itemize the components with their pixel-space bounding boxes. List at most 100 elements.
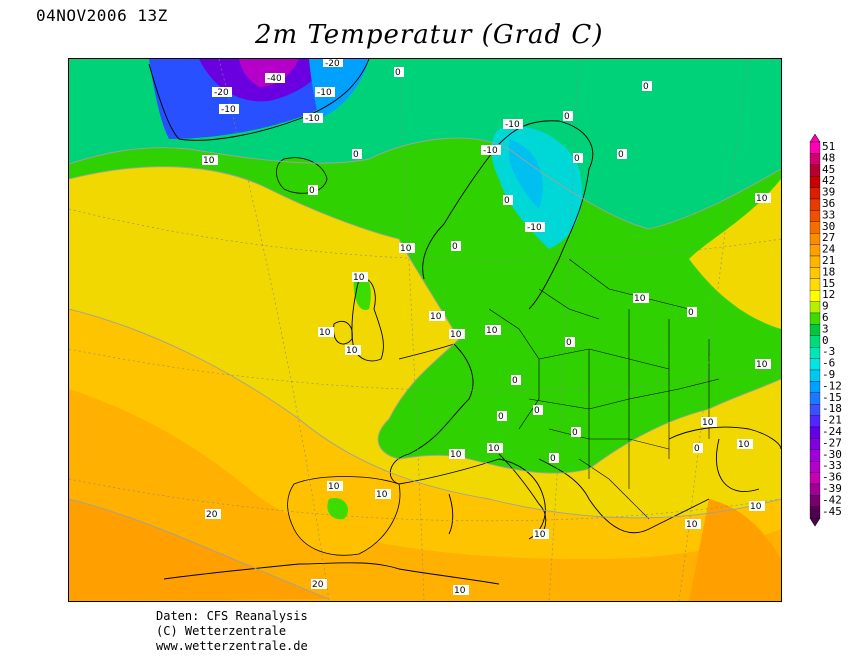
legend-tick-label: 0: [822, 334, 829, 347]
contour-label: -10: [219, 104, 239, 115]
contour-label: 10: [685, 519, 701, 530]
legend-swatch: [809, 324, 821, 336]
svg-text:10: 10: [756, 360, 768, 370]
svg-text:10: 10: [328, 482, 340, 492]
svg-text:0: 0: [643, 82, 649, 92]
contour-label: 0: [571, 427, 581, 438]
svg-text:0: 0: [353, 150, 359, 160]
svg-text:0: 0: [688, 308, 694, 318]
contour-label: 0: [573, 153, 583, 164]
svg-text:0: 0: [504, 196, 510, 206]
legend-swatch: [809, 495, 821, 507]
svg-text:0: 0: [574, 154, 580, 164]
legend-tick-label: 39: [822, 186, 835, 199]
svg-text:-10: -10: [483, 146, 498, 156]
svg-text:-10: -10: [527, 223, 542, 233]
contour-label: 10: [429, 311, 445, 322]
svg-text:10: 10: [376, 490, 388, 500]
coastlines: [148, 59, 781, 585]
legend-swatch: [809, 164, 821, 177]
svg-text:10: 10: [450, 450, 462, 460]
svg-text:10: 10: [750, 502, 762, 512]
contour-label: 10: [633, 293, 649, 304]
legend-tick-label: 51: [822, 140, 835, 153]
contour-label: 0: [617, 149, 627, 160]
svg-text:10: 10: [430, 312, 442, 322]
contour-label: 0: [352, 149, 362, 160]
legend-tick-label: 15: [822, 277, 835, 290]
contour-label: 20: [205, 509, 221, 520]
contour-label: 10: [327, 481, 343, 492]
svg-text:10: 10: [450, 330, 462, 340]
contour-label: 10: [453, 585, 469, 596]
contour-label: 0: [565, 337, 575, 348]
svg-text:20: 20: [206, 510, 218, 520]
legend-tick-label: -30: [822, 448, 842, 461]
contour-label: 0: [451, 241, 461, 252]
orange-field-deep: [69, 389, 781, 601]
legend-swatch: [809, 312, 821, 325]
legend-swatch: [809, 506, 821, 519]
contour-label: -20: [323, 59, 343, 69]
svg-text:10: 10: [634, 294, 646, 304]
contour-label: 0: [503, 195, 513, 206]
contour-label: 0: [549, 453, 559, 464]
svg-text:10: 10: [488, 444, 500, 454]
legend-swatch: [809, 210, 821, 222]
legend-tick-label: -6: [822, 357, 835, 370]
contour-label: -10: [525, 222, 545, 233]
legend-tick-label: -15: [822, 391, 842, 404]
contour-label: -10: [503, 119, 523, 130]
svg-text:0: 0: [694, 444, 700, 454]
contour-label: 10: [202, 155, 218, 166]
legend-swatch: [809, 198, 821, 211]
legend-tick-label: 6: [822, 311, 829, 324]
legend-arrow-bottom: [809, 517, 821, 527]
legend-tick-label: -12: [822, 379, 842, 392]
legend-swatch: [809, 415, 821, 428]
legend-swatch: [809, 244, 821, 257]
contour-label: 10: [749, 501, 765, 512]
legend-tick-label: 36: [822, 197, 835, 210]
legend-arrow-top: [809, 134, 821, 143]
legend-swatch: [809, 461, 821, 473]
legend-swatch: [809, 301, 821, 314]
contour-label: -10: [303, 113, 323, 124]
legend-swatch: [809, 449, 821, 462]
legend-tick-label: 48: [822, 151, 835, 164]
legend-swatch: [809, 290, 821, 302]
contour-label: 0: [497, 411, 507, 422]
svg-text:10: 10: [346, 346, 358, 356]
legend-tick-label: 27: [822, 231, 835, 244]
contour-label: 0: [687, 307, 697, 318]
legend-swatch: [809, 153, 821, 165]
credits-data-source: Daten: CFS Reanalysis: [156, 609, 308, 623]
contour-label: 10: [449, 329, 465, 340]
svg-text:10: 10: [400, 244, 412, 254]
svg-text:10: 10: [738, 440, 750, 450]
svg-text:10: 10: [203, 156, 215, 166]
africa-orange: [69, 499, 329, 601]
legend-swatch: [809, 347, 821, 359]
legend-tick-label: 9: [822, 300, 829, 313]
temperature-map: -40 -20 -20 -10 -10 -10 0 0 0 0 -10 -10 …: [68, 58, 782, 602]
svg-text:0: 0: [512, 376, 518, 386]
svg-text:10: 10: [702, 418, 714, 428]
legend-swatch: [809, 404, 821, 416]
svg-text:-10: -10: [305, 114, 320, 124]
map-title: 2m Temperatur (Grad C): [255, 20, 604, 50]
contour-label: 0: [642, 81, 652, 92]
legend-tick-label: 30: [822, 220, 835, 233]
legend-tick-label: -18: [822, 402, 842, 415]
legend-swatch: [809, 141, 821, 154]
credits-block: Daten: CFS Reanalysis (C) Wetterzentrale…: [156, 609, 308, 654]
legend-swatch: [809, 176, 821, 188]
svg-text:10: 10: [686, 520, 698, 530]
svg-text:10: 10: [486, 326, 498, 336]
svg-text:10: 10: [454, 586, 466, 596]
contour-label: 10: [449, 449, 465, 460]
legend-tick-label: 33: [822, 208, 835, 221]
svg-text:0: 0: [309, 186, 315, 196]
color-scale-legend: 51 48 45 42 39 36 33 30 27 24 21 18 15 12 9 6 3 0 -3 -6 -9 -1…: [808, 134, 848, 534]
greenland-cyan: [309, 59, 369, 119]
